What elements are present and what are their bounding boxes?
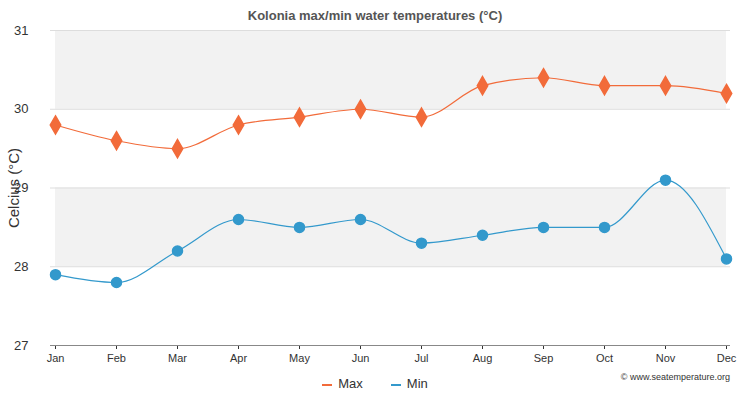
svg-text:May: May <box>289 352 310 364</box>
svg-text:Oct: Oct <box>596 352 613 364</box>
svg-text:27: 27 <box>14 338 28 353</box>
svg-text:28: 28 <box>14 259 28 274</box>
html-text:© www.seatemperature.org: © www.seatemperature.org <box>620 372 730 382</box>
svg-text:Dec: Dec <box>717 352 737 364</box>
svg-text:Jun: Jun <box>352 352 370 364</box>
svg-text:30: 30 <box>14 101 28 116</box>
svg-text:Apr: Apr <box>230 352 247 364</box>
svg-text:Sep: Sep <box>534 352 554 364</box>
svg-text:Feb: Feb <box>107 352 126 364</box>
svg-text:Mar: Mar <box>168 352 187 364</box>
svg-text:Aug: Aug <box>473 352 493 364</box>
html-text:Kolonia max/min water temperat: Kolonia max/min water temperatures (°C) <box>247 8 503 23</box>
html-text:Max: Max <box>338 376 363 391</box>
html-text:Min: Min <box>406 376 428 391</box>
svg-text:31: 31 <box>14 25 28 38</box>
svg-text:Jan: Jan <box>47 352 65 364</box>
svg-text:Nov: Nov <box>656 352 676 364</box>
svg-text:Jul: Jul <box>414 352 428 364</box>
svg-text:Celcius (°C): Celcius (°C) <box>5 148 22 228</box>
